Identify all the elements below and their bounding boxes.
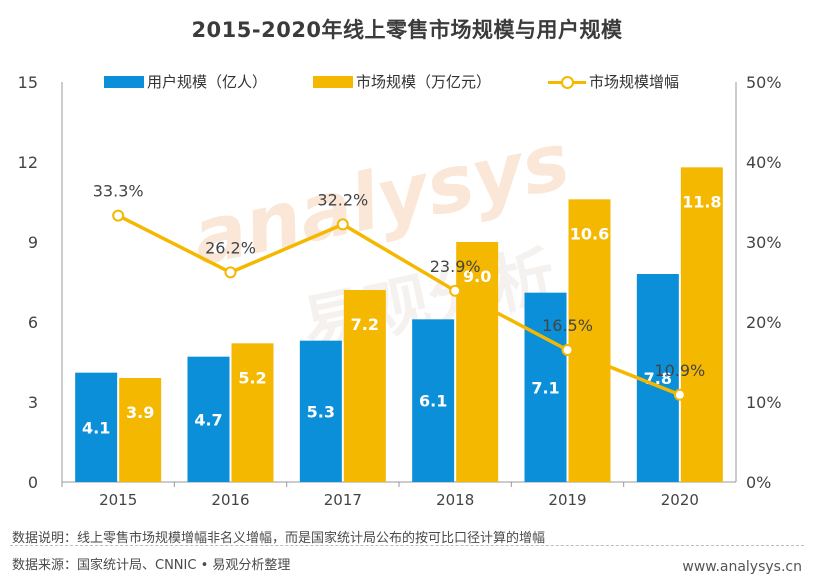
bar-users	[299, 340, 342, 482]
legend-item-market: 市场规模（万亿元）	[313, 71, 491, 92]
growth-label: 33.3%	[93, 182, 144, 201]
bar-users	[524, 292, 567, 482]
y-tick-left: 9	[28, 233, 38, 252]
y-tick-right: 30%	[746, 233, 782, 252]
footer-divider	[10, 545, 804, 546]
growth-point	[561, 344, 574, 356]
y-tick-right: 20%	[746, 313, 782, 332]
legend-item-growth: 市场规模增幅	[548, 71, 679, 92]
x-tick-label: 2019	[548, 491, 586, 509]
legend-swatch-market	[313, 75, 353, 88]
bar-label-market: 11.8	[682, 192, 721, 211]
bar-label-market: 5.2	[238, 368, 266, 387]
x-tick-label: 2017	[324, 491, 362, 509]
bar-users	[412, 319, 455, 482]
bar-label-users: 6.1	[419, 392, 447, 411]
y-tick-left: 15	[18, 73, 38, 92]
legend-swatch-growth	[548, 75, 586, 89]
y-tick-right: 0%	[746, 473, 771, 492]
y-tick-left: 0	[28, 473, 38, 492]
bar-market	[680, 167, 723, 483]
footer-source: 数据来源：国家统计局、CNNIC • 易观分析整理	[12, 558, 291, 573]
growth-point	[224, 266, 237, 279]
bar-label-market: 7.2	[351, 315, 379, 334]
growth-label: 26.2%	[205, 238, 256, 257]
bar-market	[119, 378, 162, 482]
bar-market	[231, 343, 274, 482]
bar-users	[187, 356, 230, 482]
bar-label-market: 9.0	[463, 267, 491, 286]
growth-point	[112, 209, 125, 222]
bar-label-users: 4.1	[82, 418, 110, 437]
legend-label-growth: 市场规模增幅	[589, 73, 680, 91]
growth-line	[117, 214, 681, 397]
growth-point	[449, 284, 462, 297]
footer-url: www.analysys.cn	[682, 559, 802, 575]
legend-item-users: 用户规模（亿人）	[104, 71, 267, 92]
bar-label-users: 5.3	[307, 402, 335, 421]
legend-swatch-users	[104, 75, 144, 88]
x-tick-label: 2020	[661, 491, 699, 509]
y-tick-left: 3	[28, 393, 38, 412]
x-tick-label: 2016	[211, 491, 249, 509]
bar-users	[636, 274, 679, 482]
footer-note: 数据说明：线上零售市场规模增幅非名义增幅，而是国家统计局公布的按可比口径计算的增…	[12, 531, 546, 546]
growth-label: 10.9%	[654, 361, 705, 380]
growth-label: 16.5%	[542, 316, 593, 335]
chart-title: 2015-2020年线上零售市场规模与用户规模	[191, 18, 623, 42]
growth-point	[673, 388, 686, 401]
y-tick-right: 40%	[746, 153, 782, 172]
growth-label: 23.9%	[430, 257, 481, 276]
bar-users	[75, 372, 118, 482]
bar-market	[456, 242, 499, 482]
bar-label-users: 7.1	[531, 378, 559, 397]
bar-label-users: 4.7	[194, 410, 222, 429]
legend-label-market: 市场规模（万亿元）	[356, 73, 492, 91]
y-tick-left: 6	[28, 313, 38, 332]
y-tick-right: 50%	[746, 73, 782, 92]
x-tick-label: 2015	[99, 491, 137, 509]
bar-label-market: 10.6	[570, 224, 609, 243]
bar-market	[343, 290, 386, 482]
growth-label: 32.2%	[317, 190, 368, 209]
y-tick-left: 12	[18, 153, 38, 172]
bar-market	[568, 199, 611, 483]
x-tick-label: 2018	[436, 491, 474, 509]
bar-label-market: 3.9	[126, 403, 154, 422]
legend-label-users: 用户规模（亿人）	[147, 73, 268, 91]
y-tick-right: 10%	[746, 393, 782, 412]
growth-point	[336, 218, 349, 231]
